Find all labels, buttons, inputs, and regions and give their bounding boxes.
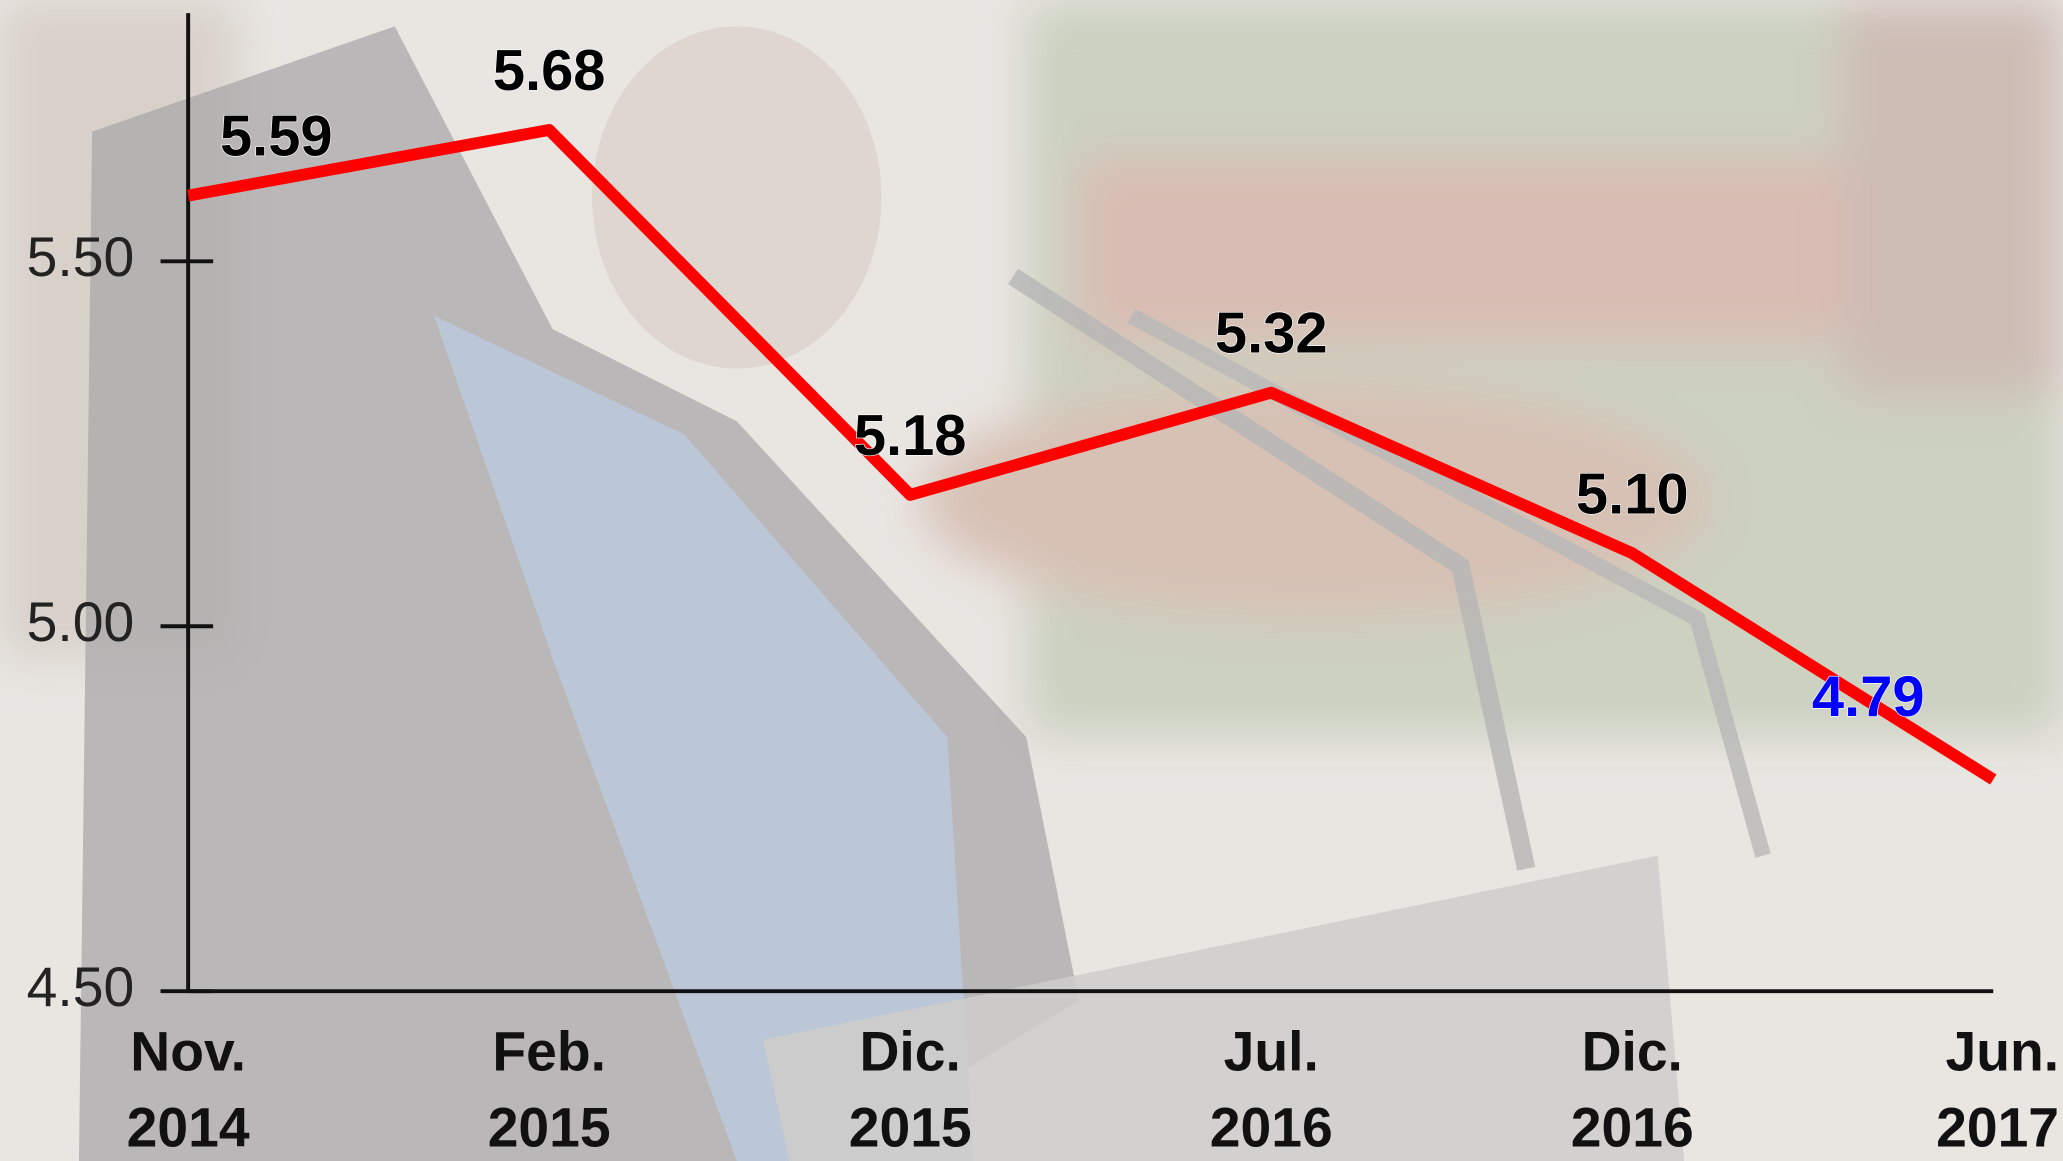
x-tick-label: Dic. bbox=[1582, 1020, 1683, 1082]
value-label: 5.10 bbox=[1576, 462, 1689, 526]
x-tick-label: 2015 bbox=[488, 1097, 611, 1159]
y-tick-label: 5.50 bbox=[27, 226, 135, 288]
y-tick-label: 5.00 bbox=[27, 591, 135, 653]
y-tick-label: 4.50 bbox=[27, 956, 135, 1018]
x-tick-label: Jul. bbox=[1224, 1020, 1319, 1082]
x-tick-label: Nov. bbox=[130, 1020, 246, 1082]
x-tick-label: 2017 bbox=[1936, 1097, 2059, 1159]
x-tick-label: 2015 bbox=[849, 1097, 972, 1159]
chart: 4.50 5.00 5.50 Nov. 2014 Feb. 2015 Dic. 2015 Jul.… bbox=[0, 0, 2063, 1161]
x-tick-label: 2016 bbox=[1571, 1097, 1694, 1159]
x-tick-label: Dic. bbox=[860, 1020, 961, 1082]
value-label: 4.79 bbox=[1812, 665, 1925, 729]
x-tick-label: Feb. bbox=[492, 1020, 606, 1082]
x-tick-label: Jun. bbox=[1945, 1020, 2059, 1082]
value-label: 5.68 bbox=[493, 39, 606, 103]
value-label: 5.59 bbox=[220, 105, 333, 169]
value-label: 5.32 bbox=[1215, 302, 1328, 366]
x-tick-label: 2016 bbox=[1210, 1097, 1333, 1159]
value-label: 5.18 bbox=[854, 404, 967, 468]
x-tick-label: 2014 bbox=[127, 1097, 250, 1159]
